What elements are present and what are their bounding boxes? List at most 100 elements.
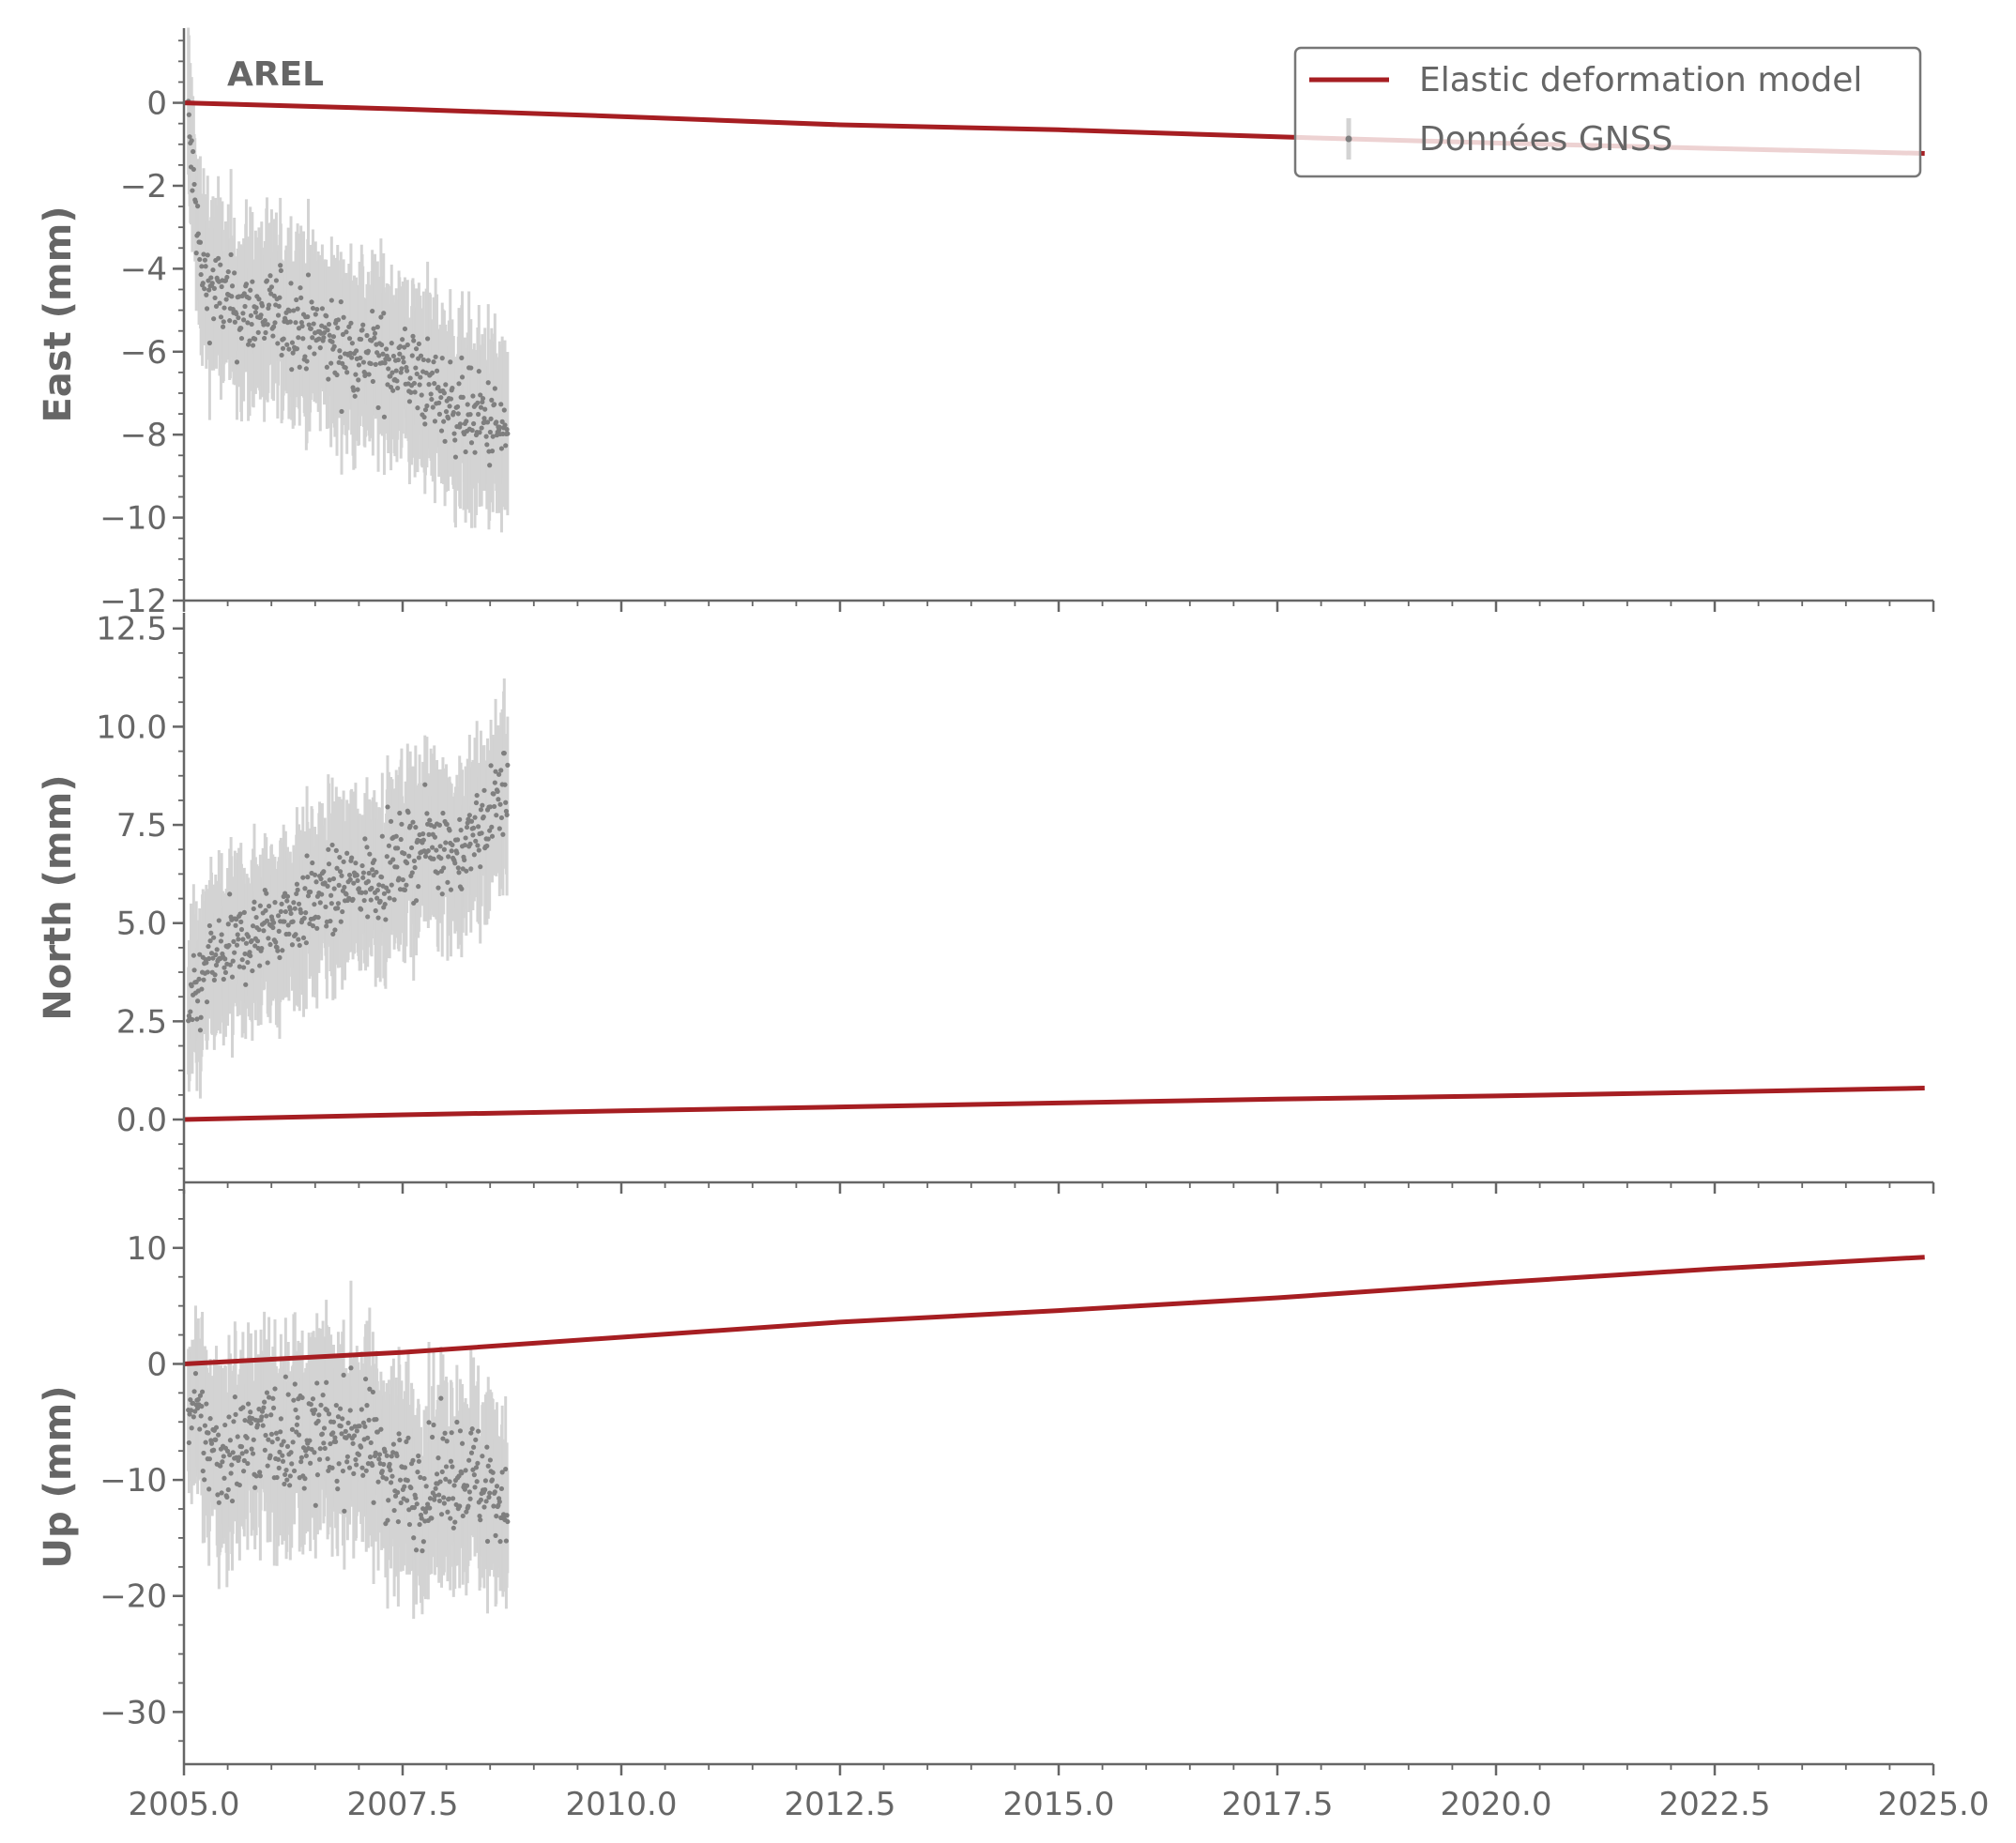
up-gnss-point	[422, 1509, 429, 1515]
north-gnss-point	[341, 859, 346, 864]
up-gnss-point	[434, 1471, 440, 1477]
east-y-tick-label: −2	[120, 168, 167, 206]
east-gnss-point	[195, 204, 201, 209]
east-gnss-point	[328, 297, 334, 303]
up-gnss-point	[464, 1483, 470, 1488]
north-gnss-point	[277, 954, 283, 961]
up-gnss-point	[484, 1538, 491, 1545]
up-y-axis-title: Up (mm)	[37, 1386, 80, 1569]
up-gnss-point	[257, 1473, 263, 1479]
up-gnss-point	[413, 1495, 419, 1500]
up-gnss-point	[268, 1431, 275, 1437]
east-gnss-point	[447, 404, 452, 409]
east-gnss-point	[475, 400, 481, 405]
east-gnss-point	[286, 346, 292, 352]
east-gnss-point	[356, 377, 361, 383]
north-gnss-point	[297, 942, 302, 949]
up-gnss-point	[333, 1402, 339, 1409]
up-gnss-point	[342, 1508, 347, 1514]
up-gnss-point	[285, 1392, 291, 1397]
north-gnss-point	[330, 931, 336, 937]
north-gnss-point	[390, 857, 396, 862]
north-gnss-point	[293, 932, 298, 937]
north-gnss-point	[219, 932, 224, 937]
east-gnss-point	[436, 400, 442, 405]
up-gnss-point	[420, 1506, 426, 1512]
up-gnss-point	[370, 1389, 375, 1395]
north-gnss-point	[270, 920, 277, 925]
up-gnss-point	[219, 1490, 224, 1496]
north-gnss-point	[503, 808, 510, 815]
east-gnss-point	[281, 336, 286, 342]
up-gnss-point	[411, 1504, 418, 1511]
east-gnss-point	[344, 329, 349, 335]
east-gnss-point	[372, 335, 377, 341]
north-gnss-point	[406, 853, 412, 859]
north-gnss-point	[329, 842, 335, 848]
north-gnss-point	[207, 938, 213, 944]
east-y-axis-title: East (mm)	[37, 206, 80, 422]
north-gnss-point	[496, 797, 501, 802]
east-gnss-point	[346, 336, 353, 342]
east-gnss-point	[205, 252, 210, 258]
east-gnss-point	[443, 409, 450, 415]
north-gnss-point	[248, 952, 253, 959]
east-gnss-point	[328, 360, 334, 366]
east-gnss-point	[411, 380, 418, 387]
east-gnss-point	[484, 442, 490, 448]
east-gnss-point	[407, 375, 413, 381]
north-gnss-point	[498, 815, 505, 821]
north-gnss-point	[473, 838, 479, 844]
east-y-tick-label: −10	[99, 500, 167, 538]
up-gnss-point	[277, 1449, 283, 1455]
north-gnss-point	[412, 864, 418, 871]
up-gnss-point	[227, 1438, 234, 1443]
up-gnss-point	[419, 1516, 424, 1521]
up-gnss-point	[226, 1414, 232, 1420]
east-gnss-point	[455, 411, 461, 417]
north-gnss-point	[325, 883, 330, 890]
up-gnss-point	[192, 1371, 199, 1377]
north-gnss-point	[304, 853, 310, 859]
up-gnss-point	[230, 1450, 236, 1455]
up-gnss-point	[275, 1456, 282, 1462]
x-tick-label: 2017.5	[1222, 1786, 1334, 1823]
north-gnss-point	[237, 911, 243, 917]
up-gnss-point	[473, 1465, 480, 1470]
east-y-tick-label: −12	[99, 583, 167, 620]
east-gnss-point	[452, 454, 459, 460]
up-gnss-point	[260, 1423, 266, 1428]
north-gnss-point	[470, 832, 476, 838]
up-gnss-point	[240, 1405, 246, 1410]
up-gnss-point	[411, 1535, 417, 1541]
east-gnss-point	[459, 374, 466, 380]
north-gnss-point	[289, 942, 296, 948]
east-gnss-point	[460, 394, 466, 400]
up-gnss-point	[505, 1518, 511, 1525]
north-gnss-point	[356, 886, 362, 891]
east-gnss-point	[503, 443, 509, 449]
north-gnss-point	[408, 845, 415, 851]
east-gnss-point	[376, 353, 382, 358]
north-gnss-point	[422, 853, 429, 860]
north-gnss-point	[211, 935, 217, 940]
up-gnss-point	[242, 1417, 248, 1424]
up-gnss-point	[468, 1450, 475, 1455]
up-gnss-point	[496, 1499, 502, 1504]
up-gnss-point	[469, 1426, 475, 1432]
north-gnss-point	[497, 801, 503, 807]
north-gnss-point	[206, 955, 212, 962]
up-gnss-point	[460, 1513, 466, 1519]
up-gnss-point	[356, 1452, 362, 1457]
east-gnss-point	[374, 324, 380, 330]
north-gnss-point	[420, 831, 426, 837]
up-panel: 10 0 −10 −20 −30 2005.0 2007.5 2010.0 2012.5 2015…	[37, 1189, 1989, 1823]
north-gnss-point	[300, 875, 306, 880]
east-gnss-point	[415, 405, 420, 411]
up-gnss-point	[275, 1436, 281, 1441]
up-gnss-point	[237, 1482, 242, 1488]
north-gnss-point	[303, 940, 309, 946]
up-gnss-point	[278, 1416, 283, 1422]
east-gnss-point	[358, 355, 363, 361]
north-gnss-point	[475, 824, 481, 830]
